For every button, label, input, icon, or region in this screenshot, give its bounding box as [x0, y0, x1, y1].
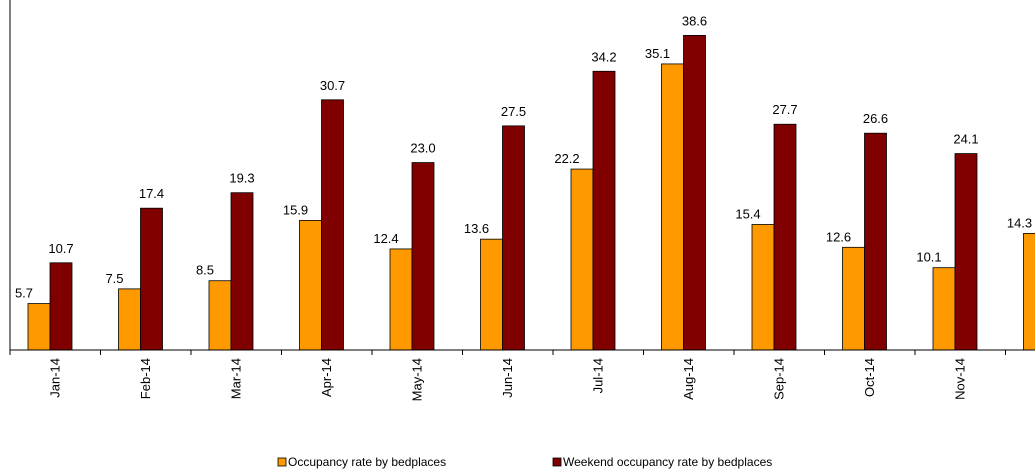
bar-weekend-8: [773, 123, 797, 351]
bar-weekend-10: [954, 153, 978, 351]
bar-weekend-3: [321, 99, 344, 351]
data-label-occupancy-4: 12.4: [373, 231, 398, 246]
plot-area: 5.7 10.7 7.5 17.4 8.5 19.3 15.9 30.7 12.4 23.0 13.…: [15, 13, 1035, 351]
bar-weekend-1: [140, 207, 163, 351]
bar-weekend-9: [864, 132, 887, 351]
data-label-weekend-8: 27.7: [772, 102, 797, 117]
data-label-weekend-5: 27.5: [501, 104, 526, 119]
x-tick-label-1: Feb-14: [138, 358, 153, 399]
data-label-weekend-10: 24.1: [953, 132, 978, 147]
bar-occupancy-11: [1023, 233, 1035, 351]
bar-occupancy-7: [661, 63, 684, 351]
bar-occupancy-6: [570, 168, 594, 351]
data-label-occupancy-0: 5.7: [15, 286, 33, 301]
x-tick-label-10: Nov-14: [952, 358, 967, 400]
x-tick-label-0: Jan-14: [47, 358, 62, 398]
data-label-occupancy-8: 15.4: [735, 206, 760, 221]
bar-weekend-6: [592, 70, 616, 351]
bar-occupancy-4: [389, 248, 413, 351]
data-label-weekend-0: 10.7: [48, 241, 73, 256]
x-tick-label-3: Apr-14: [319, 358, 334, 397]
data-label-occupancy-1: 7.5: [105, 271, 123, 286]
x-tick-label-9: Oct-14: [862, 358, 877, 397]
bar-weekend-0: [49, 262, 73, 351]
legend: Occupancy rate by bedplaces Weekend occu…: [277, 455, 772, 469]
data-label-weekend-6: 34.2: [591, 49, 616, 64]
x-tick-label-6: Jul-14: [590, 358, 605, 393]
x-tick-labels: Jan-14 Feb-14 Mar-14 Apr-14 May-14 Jun-14 Jul-…: [47, 358, 967, 401]
data-label-weekend-3: 30.7: [320, 78, 345, 93]
bar-occupancy-9: [842, 246, 865, 351]
x-tick-label-2: Mar-14: [228, 358, 243, 399]
bar-weekend-5: [502, 125, 525, 351]
axes: [9, 0, 1035, 355]
legend-swatch-occupancy: [277, 457, 287, 467]
bar-occupancy-10: [932, 267, 956, 351]
x-tick-label-5: Jun-14: [500, 358, 515, 398]
data-label-occupancy-6: 22.2: [554, 151, 579, 166]
bar-occupancy-2: [208, 280, 232, 351]
legend-label-weekend: Weekend occupancy rate by bedplaces: [563, 455, 772, 469]
data-label-weekend-4: 23.0: [410, 141, 435, 156]
legend-label-occupancy: Occupancy rate by bedplaces: [288, 455, 446, 469]
data-label-weekend-1: 17.4: [139, 186, 164, 201]
data-label-weekend-2: 19.3: [229, 171, 254, 186]
x-tick-label-4: May-14: [409, 358, 424, 401]
data-label-occupancy-3: 15.9: [283, 202, 308, 217]
bar-weekend-4: [411, 162, 435, 351]
x-tick-label-8: Sep-14: [771, 358, 786, 400]
data-label-occupancy-2: 8.5: [196, 263, 214, 278]
bar-occupancy-0: [27, 303, 51, 351]
bar-weekend-7: [683, 35, 706, 351]
bar-occupancy-8: [751, 224, 775, 351]
bar-weekend-2: [230, 192, 254, 351]
x-tick-label-7: Aug-14: [681, 358, 696, 400]
bar-occupancy-3: [299, 220, 322, 351]
legend-swatch-weekend: [552, 457, 562, 467]
data-label-weekend-9: 26.6: [863, 111, 888, 126]
data-label-occupancy-9: 12.6: [826, 229, 851, 244]
data-label-occupancy-7: 35.1: [645, 46, 670, 61]
data-label-weekend-7: 38.6: [682, 13, 707, 28]
data-label-occupancy-10: 10.1: [916, 250, 941, 265]
bar-occupancy-5: [480, 238, 503, 351]
data-label-occupancy-11: 14.3: [1007, 215, 1032, 230]
bar-occupancy-1: [118, 288, 141, 351]
data-label-occupancy-5: 13.6: [464, 221, 489, 236]
